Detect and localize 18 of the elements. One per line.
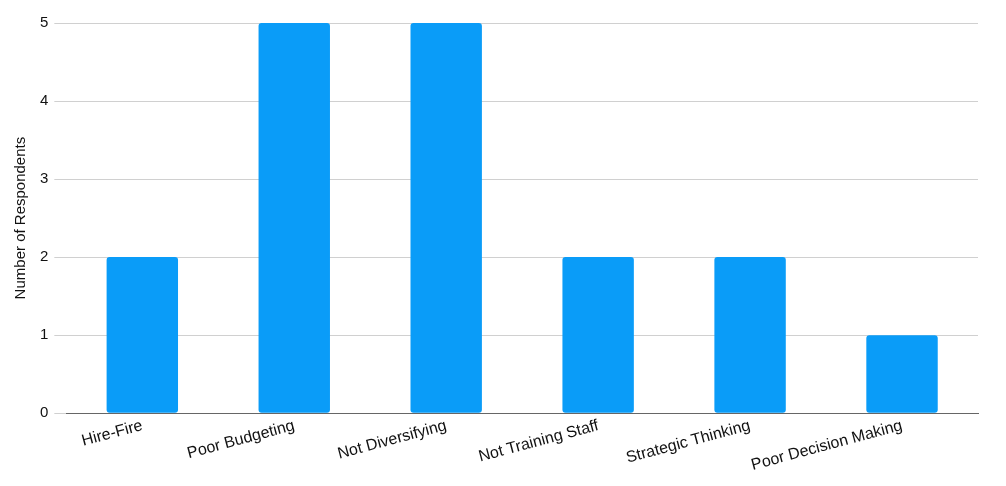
- x-tick-label: Poor Budgeting: [185, 416, 297, 462]
- y-tick-label: 1: [40, 325, 49, 343]
- x-tick-label: Hire-Fire: [79, 416, 145, 449]
- bar: [410, 23, 482, 413]
- y-tick-label: 3: [40, 169, 49, 187]
- x-tick-label: Strategic Thinking: [624, 416, 752, 466]
- y-tick-label: 0: [40, 403, 49, 421]
- bar: [866, 335, 938, 413]
- y-tick-label: 5: [40, 13, 49, 31]
- x-tick-label: Poor Decision Making: [749, 416, 904, 473]
- y-axis-title: Number of Respondents: [11, 136, 29, 300]
- bar: [562, 257, 634, 413]
- y-tick-label: 2: [40, 247, 49, 265]
- bar: [714, 257, 786, 413]
- bar: [258, 23, 330, 413]
- bar: [106, 257, 179, 413]
- x-tick-label: Not Training Staff: [476, 416, 601, 465]
- y-tick-label: 4: [40, 91, 49, 109]
